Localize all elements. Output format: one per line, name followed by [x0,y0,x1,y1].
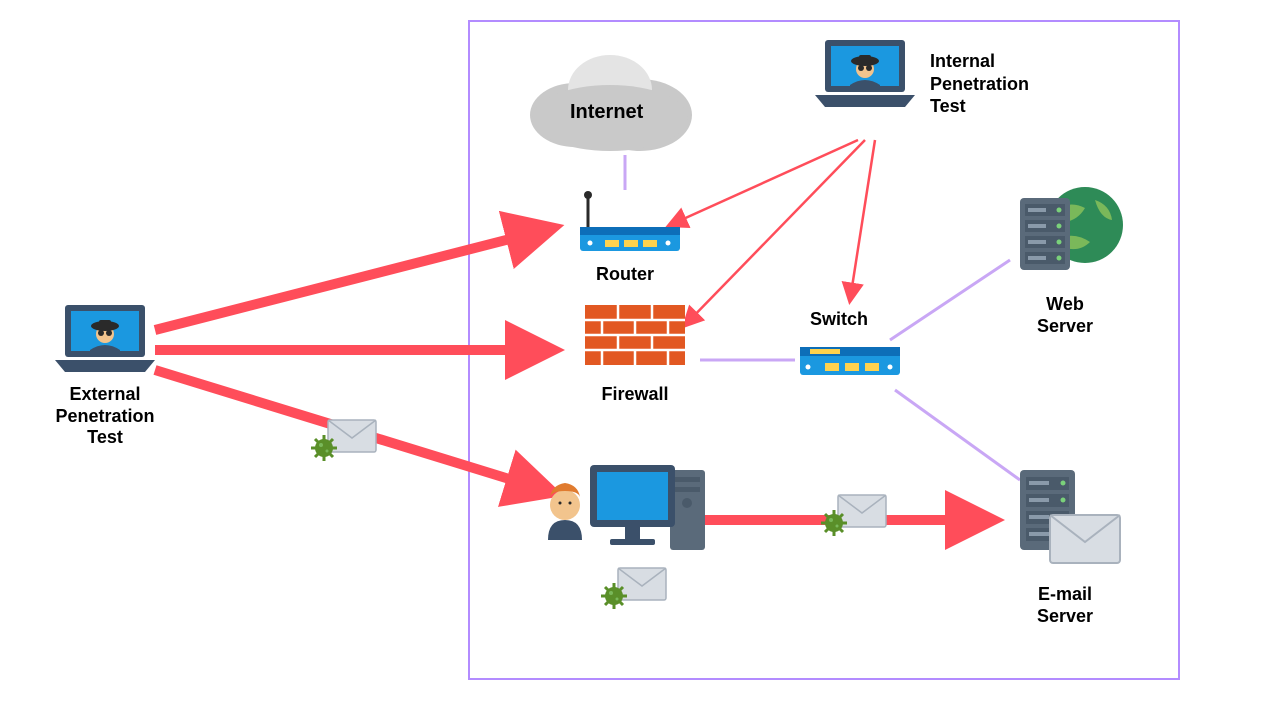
malicious-mail-icon-1 [310,410,380,465]
router-node: Router [560,185,690,286]
firewall-icon [570,300,700,380]
hacker-laptop-icon [50,300,160,380]
external-pentest-label: ExternalPenetrationTest [55,384,154,449]
switch-node [790,335,910,385]
webserver-label: WebServer [1037,294,1093,337]
firewall-label: Firewall [601,384,668,406]
internal-pentest-label: InternalPenetrationTest [930,50,1029,118]
virus-mail-icon [820,485,890,540]
workstation-node [540,445,720,565]
emailserver-node: E-mailServer [1000,460,1130,627]
external-pentest-node: ExternalPenetrationTest [50,300,160,449]
emailserver-label: E-mailServer [1037,584,1093,627]
workstation-icon [540,445,720,565]
webserver-icon [1000,180,1130,290]
switch-label: Switch [810,308,868,331]
malicious-mail-icon-2 [600,558,670,613]
malicious-mail-icon-3 [820,485,890,540]
internal-pentest-node [810,35,920,115]
router-label: Router [596,264,654,286]
webserver-node: WebServer [1000,180,1130,337]
virus-mail-icon [310,410,380,465]
hacker-laptop-icon [810,35,920,115]
emailserver-icon [1000,460,1130,580]
internet-label: Internet [570,100,643,125]
virus-mail-icon [600,558,670,613]
router-icon [560,185,690,260]
firewall-node: Firewall [570,300,700,406]
switch-icon [790,335,910,385]
